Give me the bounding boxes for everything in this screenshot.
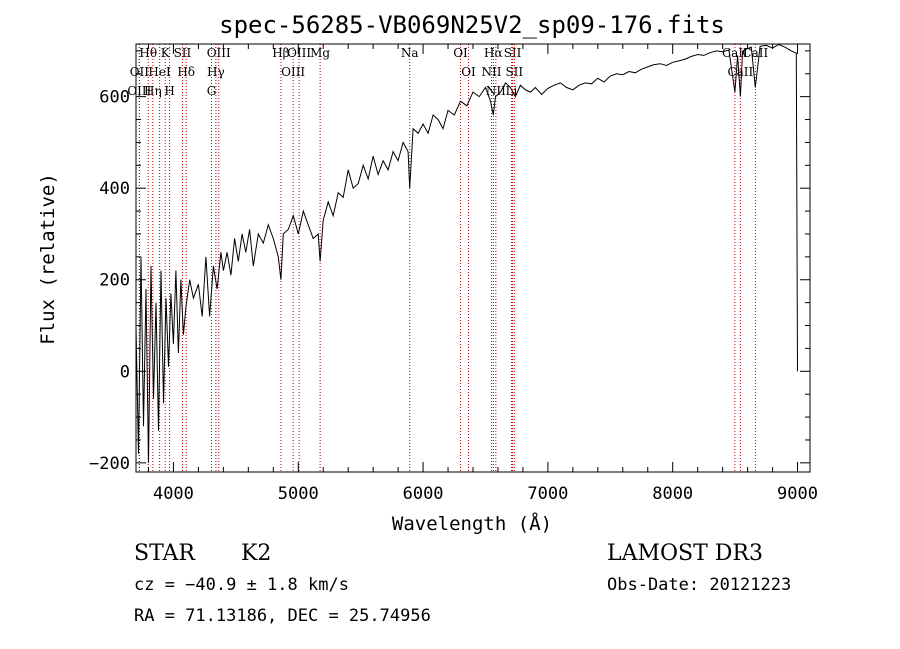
- spectral-line-label: CaII: [742, 46, 768, 60]
- spectral-line-label: SII: [174, 46, 192, 60]
- subclass-label: K2: [241, 541, 271, 566]
- y-tick-label: 400: [99, 179, 130, 199]
- spectral-line-label: Hη: [144, 84, 162, 98]
- flux-series-line: [135, 43, 798, 463]
- axes-layer: 4000 5000 6000 7000 8000 9000 −200 0 200 400 600: [89, 43, 818, 504]
- x-tick-label: 4000: [153, 484, 194, 504]
- x-tick-label: 5000: [278, 484, 319, 504]
- spectral-line-label: OI: [453, 46, 468, 60]
- spectral-line-label: Hα: [484, 46, 503, 60]
- spectral-line-label: G: [207, 84, 217, 98]
- spectral-line-label: SII: [505, 65, 523, 79]
- x-axis-label: Wavelength (Å): [392, 512, 552, 535]
- plot-frame: [135, 43, 811, 473]
- x-tick-label: 8000: [652, 484, 693, 504]
- y-tick-label: 600: [99, 88, 130, 108]
- survey-label: LAMOST DR3: [607, 541, 763, 566]
- spectral-line-label: Li: [506, 84, 518, 98]
- spectral-line-label: OIII: [207, 46, 231, 60]
- y-axis-label: Flux (relative): [37, 173, 59, 345]
- spectral-line-label: OIII: [281, 65, 305, 79]
- cz-text: cz = −40.9 ± 1.8 km/s: [134, 575, 349, 595]
- spectral-line-label: Hβ: [272, 46, 289, 60]
- chart-title: spec-56285-VB069N25V2_sp09-176.fits: [219, 11, 725, 39]
- spectral-line-label: Mg: [310, 46, 330, 60]
- x-tick-label: 6000: [403, 484, 444, 504]
- spectral-line-label: CaII: [727, 65, 753, 79]
- obs-date-text: Obs-Date: 20121223: [607, 575, 791, 595]
- spectral-lines-layer: HθOIIOIIIHeIHηKHSIIHδOIIIHγGHβOIIIOIIIMg…: [127, 44, 768, 472]
- x-tick-label: 9000: [777, 484, 818, 504]
- spectral-line-label: NII: [486, 84, 506, 98]
- spectral-line-label: NII: [481, 65, 501, 79]
- x-tick-label: 7000: [527, 484, 568, 504]
- spectral-line-label: OI: [461, 65, 476, 79]
- spectral-line-label: Na: [401, 46, 419, 60]
- spectral-line-label: Hδ: [177, 65, 195, 79]
- spectral-line-label: HeI: [148, 65, 171, 79]
- radec-text: RA = 71.13186, DEC = 25.74956: [134, 606, 431, 626]
- spectral-line-label: SII: [504, 46, 522, 60]
- y-tick-label: −200: [89, 454, 130, 474]
- spectral-line-label: OIII: [127, 84, 151, 98]
- spectral-line-label: H: [164, 84, 174, 98]
- class-label: STAR: [134, 541, 196, 566]
- spectral-line-label: K: [161, 46, 171, 60]
- spectral-line-label: Hγ: [207, 65, 225, 79]
- spectral-line-label: OIII: [287, 46, 311, 60]
- y-tick-label: 200: [99, 271, 130, 291]
- y-tick-label: 0: [120, 362, 130, 382]
- spectral-line-label: CaII: [722, 46, 748, 60]
